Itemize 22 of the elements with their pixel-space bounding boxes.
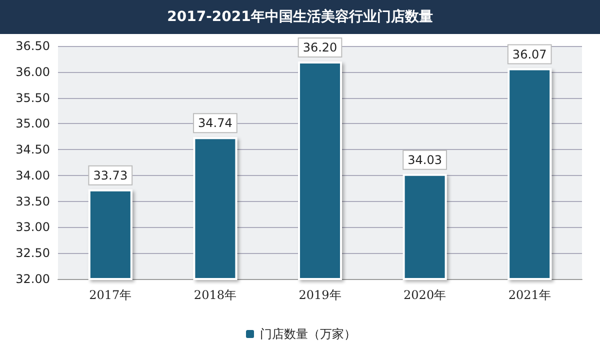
x-tick-label: 2018年: [194, 288, 236, 302]
y-tick-label: 33.00: [16, 220, 50, 234]
x-tick-label: 2017年: [89, 288, 132, 302]
y-tick-label: 34.50: [16, 142, 50, 157]
y-tick-label: 36.50: [16, 39, 50, 53]
y-tick-label: 35.50: [16, 90, 50, 105]
y-tick-label: 36.00: [16, 64, 50, 79]
data-label: 36.07: [512, 47, 547, 62]
x-tick-label: 2020年: [404, 288, 446, 302]
chart-title: 2017-2021年中国生活美容行业门店数量: [0, 0, 600, 34]
y-tick-label: 35.00: [16, 116, 50, 131]
x-tick-label: 2019年: [298, 288, 342, 302]
y-tick-label: 32.00: [16, 272, 50, 286]
data-label: 36.20: [302, 40, 338, 55]
data-label: 34.74: [198, 116, 232, 130]
x-tick-label: 2021年: [508, 288, 551, 302]
y-tick-label: 32.50: [16, 246, 50, 260]
data-label: 34.03: [408, 152, 442, 167]
data-label: 33.73: [93, 168, 128, 182]
y-tick-label: 34.00: [16, 168, 50, 182]
y-tick-label: 33.50: [16, 194, 50, 208]
legend-label: 门店数量（万家）: [260, 327, 356, 341]
